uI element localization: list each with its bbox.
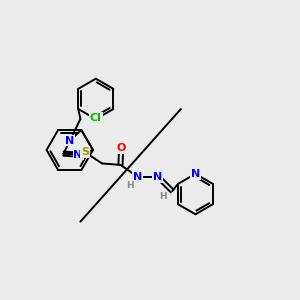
Text: H: H [126,181,133,190]
Text: S: S [81,147,89,157]
Text: Cl: Cl [90,112,102,123]
Text: N: N [153,172,163,182]
Text: O: O [116,143,126,153]
Text: N: N [74,150,83,160]
Text: N: N [191,169,200,179]
Text: H: H [160,192,167,201]
Text: N: N [65,136,75,146]
Text: N: N [133,172,142,182]
